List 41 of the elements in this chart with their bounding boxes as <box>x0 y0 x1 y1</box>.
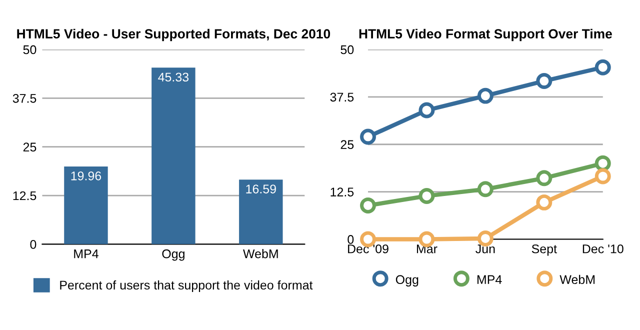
point <box>536 73 552 89</box>
y-tick-label: 0 <box>348 235 354 244</box>
chart-title: HTML5 Video - User Supported Formats, Dec 2010 <box>17 28 330 42</box>
y-tick-label: 0 <box>30 240 36 249</box>
point <box>536 194 552 210</box>
y-tick-label: 25 <box>340 140 354 150</box>
point <box>418 102 435 118</box>
y-tick-label: 50 <box>340 45 354 54</box>
point <box>360 128 376 145</box>
x-tick-label: WebM <box>243 249 278 258</box>
y-tick-label: 50 <box>23 45 36 54</box>
bar <box>152 68 196 244</box>
point <box>536 170 552 186</box>
y-tick-label: 37.5 <box>330 92 354 102</box>
point <box>360 197 376 214</box>
data-label: 16.59 <box>246 184 276 194</box>
point <box>594 155 611 172</box>
x-tick-label: Dec '10 <box>582 244 624 254</box>
point <box>594 168 611 184</box>
legend-label: Ogg <box>396 275 418 286</box>
x-tick-label: MP4 <box>74 250 98 258</box>
point <box>418 188 435 204</box>
y-tick-label: 25 <box>23 142 36 152</box>
y-tick-label: 37.5 <box>12 94 36 103</box>
x-tick-label: Sept <box>532 244 557 256</box>
y-tick-label: 12.5 <box>13 191 36 200</box>
chart-title: HTML5 Video Format Support Over Time <box>359 28 612 42</box>
point <box>477 181 494 198</box>
x-tick-label: Jun <box>476 244 495 254</box>
bar <box>239 180 283 244</box>
legend-label: WebM <box>560 274 595 284</box>
point <box>477 88 494 104</box>
data-label: 19.96 <box>71 171 102 180</box>
data-label: 45.33 <box>158 72 189 82</box>
bar <box>64 166 108 244</box>
legend-label: Percent of users that support the video format <box>60 280 313 292</box>
x-tick-label: Dec '09 <box>348 244 388 254</box>
point <box>594 59 611 76</box>
legend-label: MP4 <box>477 275 502 284</box>
x-tick-label: Ogg <box>162 249 184 261</box>
y-tick-label: 12.5 <box>330 188 354 196</box>
